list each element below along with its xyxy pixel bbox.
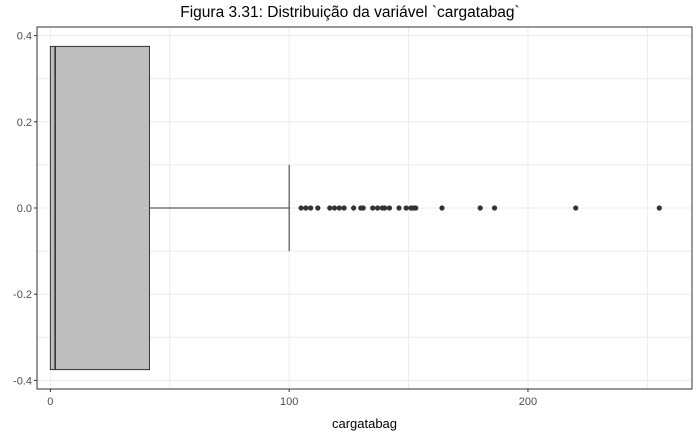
box-rect — [49, 45, 150, 371]
outlier-point — [386, 205, 393, 211]
y-tick-label: 0.0 — [17, 203, 32, 215]
y-tick-label: -0.4 — [13, 375, 32, 387]
x-tick-label: 100 — [280, 396, 298, 408]
outlier-point — [336, 205, 342, 211]
y-tick-label: 0.2 — [17, 117, 32, 129]
outlier-point — [382, 205, 388, 211]
y-tick-label: 0.4 — [17, 31, 32, 43]
outlier-point — [374, 205, 381, 211]
outlier-point — [491, 205, 498, 211]
outlier-point — [303, 205, 309, 211]
outlier-point — [327, 205, 333, 211]
x-axis-title: cargatabag — [332, 416, 397, 431]
outlier-point — [656, 205, 662, 211]
outlier-point — [351, 205, 357, 211]
outlier-point — [396, 205, 402, 211]
outlier-point — [341, 205, 347, 211]
y-tick-label: -0.2 — [13, 289, 32, 301]
outlier-point — [413, 205, 419, 211]
outlier-point — [308, 205, 314, 211]
outlier-point — [315, 205, 321, 211]
chart-title: Figura 3.31: Distribuição da variável `c… — [180, 4, 520, 21]
outlier-point — [370, 205, 376, 211]
outlier-point — [360, 205, 366, 211]
x-tick-label: 0 — [47, 396, 53, 408]
outlier-point — [439, 205, 445, 211]
outlier-point — [403, 205, 409, 211]
x-tick-label: 200 — [519, 396, 537, 408]
outlier-point — [298, 205, 304, 211]
outlier-point — [573, 205, 579, 211]
outlier-point — [331, 205, 338, 211]
outlier-point — [477, 205, 483, 211]
